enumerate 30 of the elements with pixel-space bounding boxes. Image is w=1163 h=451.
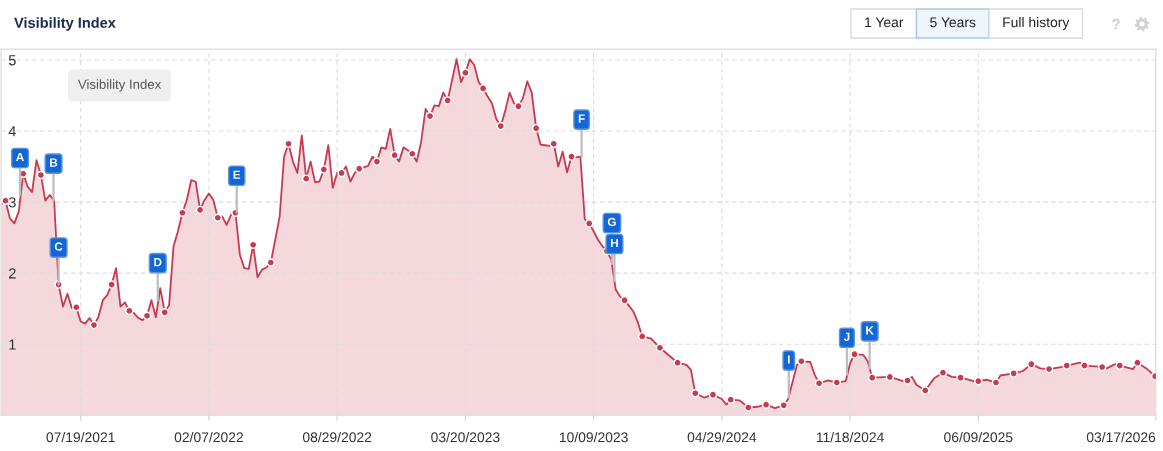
annotation: H (610, 238, 618, 248)
annotation: F (578, 114, 585, 123)
y-tick-label: 4 (8, 126, 16, 137)
text: 1 Year (865, 17, 904, 28)
annotation: D (154, 258, 162, 267)
annotation: E (233, 170, 241, 179)
x-tick-label: 10/09/2023 (559, 431, 628, 443)
x-tick-label: 07/19/2021 (46, 431, 115, 443)
annotation: B (50, 158, 58, 167)
y-tick-label: 3 (8, 197, 16, 208)
x-tick-label: 04/29/2024 (687, 431, 757, 443)
x-tick-label: 11/18/2024 (816, 431, 884, 443)
chart-title: Visibility Index (14, 17, 116, 31)
x-tick-label: 06/09/2025 (944, 431, 1013, 443)
annotation: G (607, 217, 616, 227)
annotation: I (787, 355, 790, 364)
text: 5 Years (930, 17, 976, 28)
x-tick-label: 08/29/2022 (302, 431, 372, 443)
text: Full history (1003, 17, 1070, 30)
annotation: J (843, 332, 850, 341)
annotation: C (54, 242, 63, 251)
x-tick-label: 02/07/2022 (174, 431, 243, 443)
y-tick-label: 5 (8, 55, 16, 66)
annotation: K (866, 326, 874, 335)
y-tick-label: 2 (9, 268, 16, 279)
legend-title: Visibility Index (77, 79, 162, 92)
y-tick-label: 1 (9, 339, 16, 350)
x-tick-label: 03/20/2023 (431, 431, 500, 443)
x-tick-label: 03/17/2026 (1086, 431, 1156, 443)
annotation: A (16, 152, 24, 162)
